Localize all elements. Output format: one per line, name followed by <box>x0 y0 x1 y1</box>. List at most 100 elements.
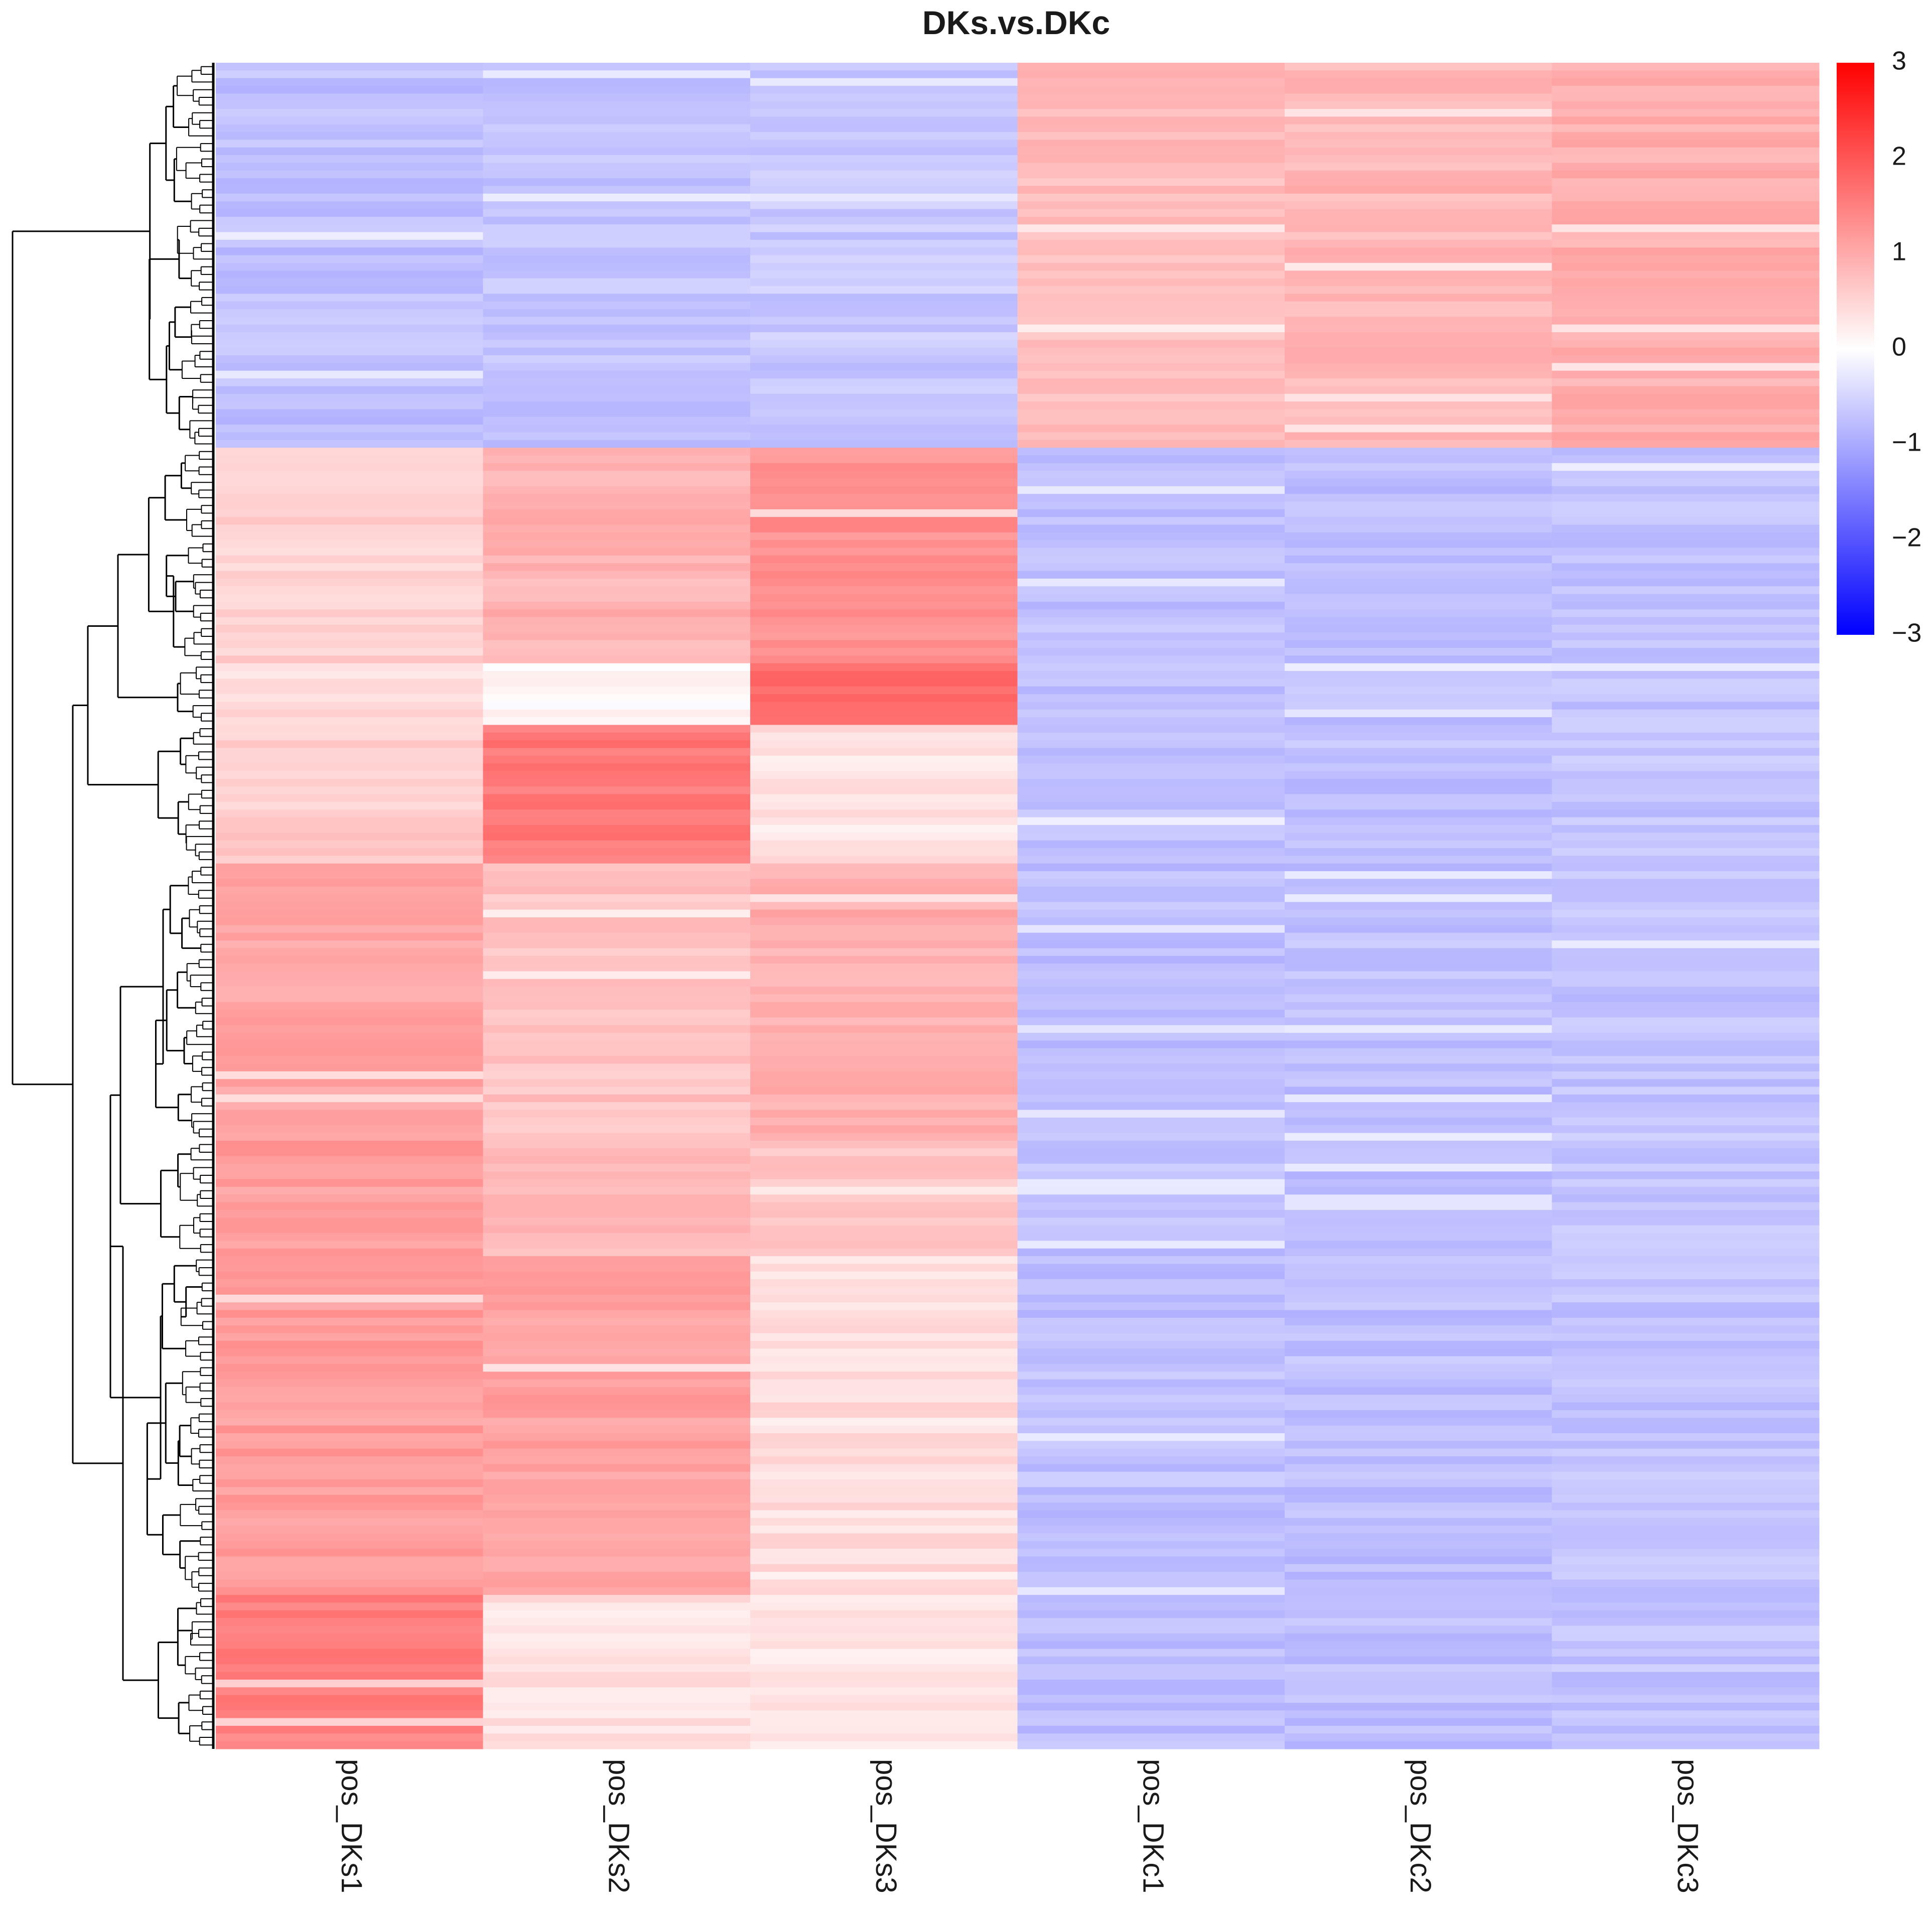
heatmap-cell <box>483 224 751 233</box>
heatmap-cell <box>216 971 484 980</box>
heatmap-cell <box>1552 270 1820 279</box>
heatmap-cell <box>1552 763 1820 772</box>
heatmap-cell <box>1552 340 1820 348</box>
heatmap-cell <box>750 317 1018 325</box>
heatmap-cell <box>1552 1679 1820 1688</box>
heatmap-cell <box>1017 1425 1285 1434</box>
heatmap-cell <box>750 1625 1018 1634</box>
heatmap-cell <box>1552 971 1820 980</box>
heatmap-cell <box>483 563 751 572</box>
heatmap-cell <box>216 563 484 572</box>
heatmap-cell <box>1017 224 1285 233</box>
heatmap-cell <box>216 1610 484 1618</box>
heatmap-cell <box>1017 1002 1285 1010</box>
heatmap-cell <box>216 478 484 487</box>
heatmap-cell <box>483 163 751 171</box>
heatmap-cell <box>1017 555 1285 564</box>
heatmap-cell <box>750 663 1018 671</box>
heatmap-cell <box>483 1556 751 1565</box>
heatmap-cell <box>750 1510 1018 1519</box>
heatmap-cell <box>1552 317 1820 325</box>
heatmap-cell <box>1285 363 1553 371</box>
heatmap-cell <box>1017 409 1285 418</box>
heatmap-cell <box>483 625 751 633</box>
heatmap-cell <box>216 640 484 648</box>
heatmap-cell <box>1017 163 1285 171</box>
heatmap-cell <box>216 386 484 394</box>
heatmap-cell <box>1285 1256 1553 1265</box>
heatmap-cell <box>483 964 751 972</box>
heatmap-cell <box>216 78 484 86</box>
heatmap-cell <box>1017 70 1285 79</box>
heatmap-cell <box>1285 355 1553 363</box>
heatmap-cell <box>750 763 1018 772</box>
heatmap-cell <box>1552 863 1820 872</box>
heatmap-cell <box>1285 1387 1553 1395</box>
heatmap-cell <box>1552 563 1820 572</box>
heatmap-cell <box>1285 1333 1553 1341</box>
heatmap-cell <box>1552 909 1820 918</box>
heatmap-cell <box>1285 1010 1553 1018</box>
heatmap-cell <box>1285 332 1553 340</box>
heatmap-cell <box>1552 1264 1820 1272</box>
heatmap-cell <box>1017 1156 1285 1164</box>
heatmap-cell <box>1285 301 1553 310</box>
heatmap-cell <box>1017 1433 1285 1441</box>
heatmap-cell <box>750 1133 1018 1141</box>
heatmap-cell <box>483 578 751 587</box>
heatmap-cell <box>1552 1086 1820 1095</box>
heatmap-cell <box>1017 578 1285 587</box>
heatmap-cell <box>750 1564 1018 1572</box>
heatmap-cell <box>1285 209 1553 217</box>
heatmap-cell <box>216 778 484 787</box>
heatmap-cell <box>1017 1395 1285 1403</box>
heatmap-cell <box>1552 1433 1820 1441</box>
heatmap-cell <box>1285 771 1553 779</box>
heatmap-cell <box>750 786 1018 795</box>
heatmap-cell <box>1017 1179 1285 1187</box>
heatmap-cell <box>483 932 751 941</box>
heatmap-cell <box>216 1086 484 1095</box>
heatmap-cell <box>1552 109 1820 117</box>
heatmap-cell <box>750 340 1018 348</box>
heatmap-cell <box>1017 1672 1285 1680</box>
heatmap-cell <box>1285 932 1553 941</box>
heatmap-cell <box>1017 1287 1285 1295</box>
column-label: pos_DKc1 <box>1137 1759 1169 1893</box>
heatmap-cell <box>1285 748 1553 756</box>
heatmap-cell <box>483 239 751 248</box>
heatmap-cell <box>216 501 484 510</box>
heatmap-cell <box>1552 1363 1820 1372</box>
heatmap-cell <box>1552 1479 1820 1487</box>
heatmap-cell <box>216 1179 484 1187</box>
heatmap-cell <box>1552 1248 1820 1257</box>
heatmap-cell <box>1017 1333 1285 1341</box>
column-labels: pos_DKs1 pos_DKs2 pos_DKs3 pos_DKc1 pos_DKc2… <box>335 1759 1704 1893</box>
heatmap-cell <box>1552 902 1820 910</box>
colorbar-tick-label: 3 <box>1892 47 1906 76</box>
heatmap-cell <box>1017 1379 1285 1388</box>
heatmap-cell <box>216 1679 484 1688</box>
heatmap-cell <box>1552 478 1820 487</box>
heatmap-cell <box>483 332 751 340</box>
heatmap-cell <box>750 1163 1018 1172</box>
heatmap-cell <box>1285 709 1553 718</box>
heatmap-cell <box>1285 147 1553 156</box>
heatmap-cell <box>750 778 1018 787</box>
heatmap-cell <box>1017 1564 1285 1572</box>
heatmap-cell <box>1017 1487 1285 1495</box>
heatmap-cell <box>483 601 751 610</box>
heatmap-cell <box>1017 93 1285 102</box>
heatmap-cell <box>1285 509 1553 517</box>
colorbar-tick-label: −1 <box>1892 428 1921 457</box>
heatmap-cell <box>216 1340 484 1349</box>
heatmap-cell <box>1017 370 1285 379</box>
heatmap-cell <box>750 1248 1018 1257</box>
heatmap-cell <box>216 964 484 972</box>
heatmap-cell <box>1552 124 1820 132</box>
heatmap-cell <box>216 1425 484 1434</box>
heatmap-cell <box>1552 448 1820 456</box>
heatmap-cell <box>750 1310 1018 1318</box>
heatmap-cell <box>483 1348 751 1357</box>
heatmap-cell <box>750 116 1018 125</box>
